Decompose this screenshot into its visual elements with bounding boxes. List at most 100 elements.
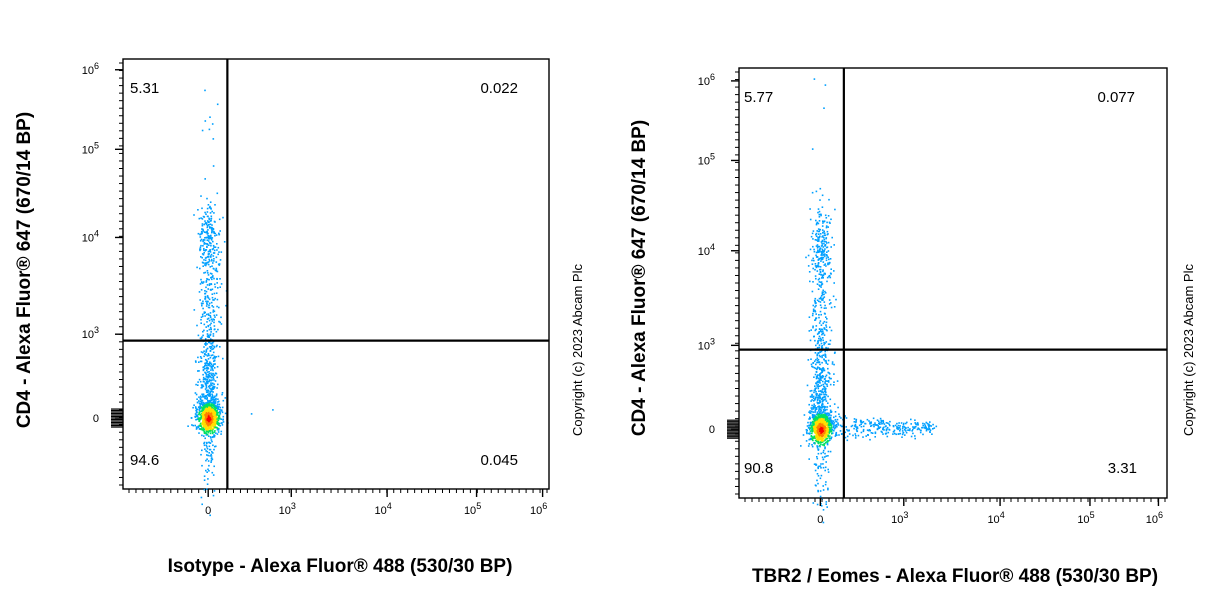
event-dot [208, 419, 211, 422]
event-dot [901, 430, 904, 432]
event-dot [210, 439, 213, 441]
event-dot [206, 454, 208, 456]
event-dot [215, 394, 218, 397]
event-dot [210, 244, 212, 247]
event-dot [205, 403, 208, 406]
event-dot [829, 276, 832, 279]
event-dot [822, 297, 825, 299]
event-dot [207, 468, 209, 471]
event-dot [206, 416, 208, 418]
event-dot [212, 494, 215, 497]
event-dot [824, 429, 827, 432]
event-dot [825, 259, 828, 262]
event-dot [919, 431, 922, 434]
event-dot [200, 453, 202, 456]
event-dot [820, 393, 823, 396]
copyright-text: Copyright (c) 2023 Abcam Plc [570, 264, 585, 436]
event-dot [820, 281, 822, 284]
event-dot [819, 248, 821, 251]
event-dot [825, 436, 827, 439]
event-dot [911, 430, 913, 432]
event-dot [206, 397, 208, 400]
event-dot [825, 217, 828, 219]
event-dot [823, 427, 826, 430]
event-dot [210, 322, 212, 325]
event-dot [813, 437, 816, 439]
event-dot [206, 255, 209, 258]
event-dot [812, 281, 814, 283]
event-dot [200, 337, 203, 340]
event-dot [838, 434, 840, 436]
event-dot [208, 406, 210, 409]
event-dot [869, 421, 871, 424]
x-tick-label: 0 [817, 514, 823, 526]
event-dot [211, 293, 214, 295]
event-dot [874, 422, 876, 424]
event-dot [821, 435, 824, 438]
event-dot [820, 286, 822, 288]
event-dot [824, 433, 826, 436]
event-dot [199, 337, 202, 340]
event-dot [817, 430, 820, 433]
event-dot [815, 387, 817, 389]
event-dot [815, 438, 818, 441]
event-dot [823, 423, 825, 425]
event-dot [209, 400, 212, 402]
event-dot [206, 270, 209, 272]
event-dot [209, 393, 211, 395]
event-dot [910, 418, 912, 421]
event-dot [210, 253, 213, 256]
event-dot [809, 248, 812, 251]
event-dot [820, 467, 822, 469]
event-dot [856, 430, 859, 433]
event-dot [220, 283, 223, 285]
event-dot [834, 415, 837, 418]
event-dot [814, 329, 817, 332]
event-dot [211, 224, 213, 226]
event-dot [812, 414, 814, 417]
event-dot [205, 402, 207, 404]
event-dot [204, 271, 207, 274]
event-dot [826, 408, 828, 411]
event-dot [206, 422, 209, 424]
event-dot [821, 420, 823, 423]
event-dot [829, 429, 832, 432]
event-dot [817, 380, 819, 383]
event-dot [206, 409, 208, 411]
event-dot [196, 414, 199, 417]
event-dot [813, 78, 816, 80]
event-dot [206, 447, 209, 450]
event-dot [817, 387, 820, 390]
event-dot [203, 475, 206, 477]
event-dot [819, 304, 822, 306]
event-dot [817, 432, 819, 434]
event-dot [814, 421, 817, 424]
event-dot [823, 307, 826, 309]
event-dot [203, 312, 206, 314]
event-dot [822, 250, 824, 252]
event-dot [219, 259, 222, 261]
event-dot [808, 330, 811, 332]
event-dot [819, 490, 822, 492]
event-dot [819, 436, 821, 439]
event-dot [818, 300, 820, 303]
event-dot [215, 409, 217, 412]
event-dot [205, 415, 207, 417]
event-dot [205, 263, 208, 265]
event-dot [912, 426, 914, 428]
event-dot [213, 400, 215, 403]
event-dot [205, 413, 207, 415]
event-dot [828, 258, 830, 261]
event-dot [200, 401, 203, 404]
event-dot [826, 426, 828, 428]
event-dot [213, 277, 215, 280]
event-dot [820, 463, 822, 465]
event-dot [826, 329, 828, 332]
event-dot [917, 424, 919, 426]
event-dot [817, 258, 820, 261]
event-dot [870, 432, 873, 434]
event-dot [207, 250, 210, 253]
event-dot [823, 293, 825, 296]
event-dot [811, 416, 814, 419]
